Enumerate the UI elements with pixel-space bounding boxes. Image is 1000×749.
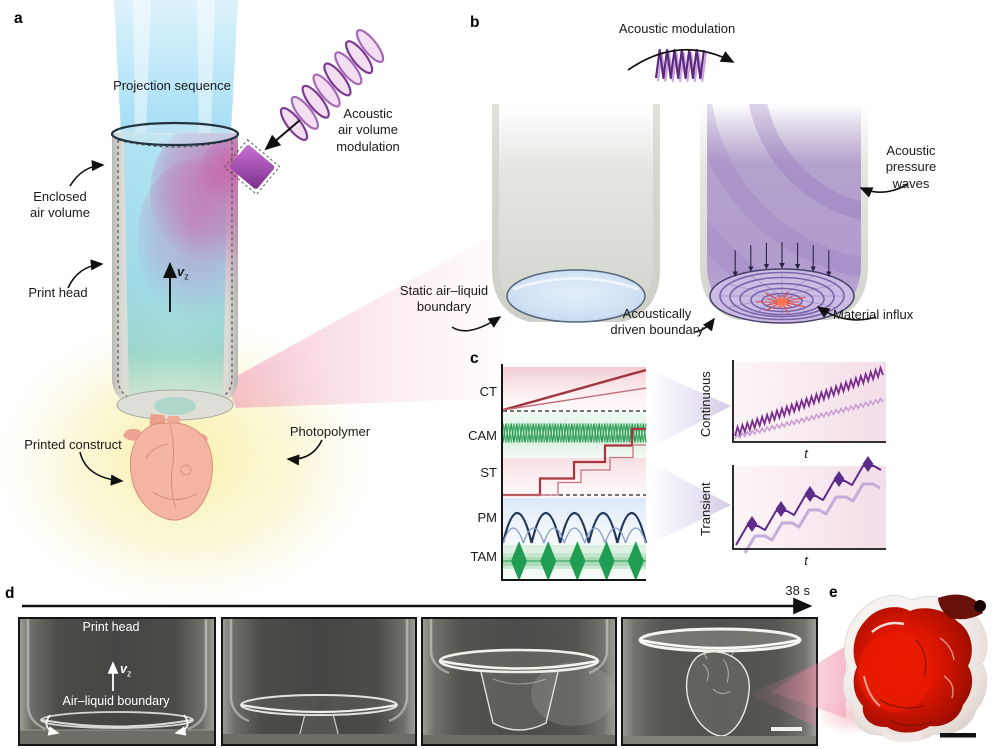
enclosed-air-volume-label: Enclosed air volume: [30, 189, 90, 221]
material-influx-arrow: [816, 306, 877, 321]
panel-e-label: e: [829, 584, 838, 601]
cylinder-rim: [110, 121, 240, 147]
material-influx-label: Material influx: [833, 307, 914, 322]
printed-heart-outline: [686, 651, 750, 737]
pressure-waves-arrow: [859, 183, 909, 198]
scale-bar-white: [771, 727, 802, 731]
static-boundary-arrow: [451, 316, 502, 332]
continuous-fast-series: [734, 364, 884, 438]
cam-wave: [502, 423, 647, 443]
acoustic-modulation-label: Acoustic modulation: [618, 21, 736, 36]
printed-heart-construct: [123, 414, 213, 521]
frame4-photo: [623, 619, 816, 744]
vz-photo-label: vz: [120, 662, 132, 679]
modulation-arc-arrow: [627, 48, 735, 71]
transient-axis-label: Transient: [697, 482, 713, 537]
boundary-rings: [719, 271, 845, 321]
pink-projection-beam: [226, 228, 505, 408]
vessel-stub: [938, 594, 983, 620]
frame2-photo: [223, 619, 415, 744]
panel-c-charts: [501, 360, 886, 581]
panel-b-label: b: [470, 14, 480, 31]
pm-arches: [501, 511, 648, 544]
acoustic-pressure-field: [707, 104, 861, 315]
transient-axes: [732, 465, 886, 550]
panel-a-art: [0, 0, 505, 612]
printed-construct-label: Printed construct: [24, 437, 122, 452]
continuous-slow-series: [734, 397, 884, 440]
print-head-photo-label: Print head: [82, 620, 140, 634]
continuous-axis-label: Continuous: [697, 371, 713, 438]
scale-bar-black: [940, 733, 976, 738]
acoustic-pressure-waves-label: Acoustic pressure waves: [885, 143, 937, 191]
elapsed-time-label: 38 s: [785, 583, 810, 598]
left-chart-axes: [501, 364, 646, 581]
print-head-label: Print head: [28, 285, 88, 300]
static-air-liquid-boundary-label: Static air–liquid boundary: [399, 283, 489, 315]
boundary-arrow-right: [174, 714, 189, 736]
row-label-pm: PM: [477, 510, 498, 525]
tam-bursts: [511, 541, 644, 581]
coil-to-transducer-arrow: [264, 119, 301, 151]
row-label-tam: TAM: [470, 549, 497, 564]
row-label-cam: CAM: [468, 428, 497, 443]
printed-construct-arrow: [79, 451, 124, 486]
st-staircase: [503, 427, 646, 497]
gel-base: [880, 728, 924, 743]
pressure-arrows: [732, 242, 832, 277]
ct-fast-ramp: [502, 368, 647, 412]
driven-boundary-arrow: [694, 317, 715, 333]
acoustically-driven-boundary-label: Acoustically driven boundary: [610, 306, 704, 338]
frame1-photo: [20, 619, 214, 744]
continuous-fan: [650, 370, 731, 448]
boundary-arrow-left: [45, 714, 60, 736]
projection-beam: [114, 0, 238, 133]
enclosed-air-arrow: [69, 159, 105, 187]
print-frame-4: [621, 617, 818, 746]
transient-burst-diamonds: [746, 456, 874, 532]
static-cylinder: [492, 104, 660, 322]
transient-fan: [650, 462, 731, 544]
projection-sequence-label: Projection sequence: [113, 78, 231, 93]
continuous-axes: [732, 360, 886, 443]
acoustic-air-volume-modulation-label: Acoustic air volume modulation: [336, 106, 400, 154]
panel-a-label: a: [14, 10, 23, 27]
panel-d-label: d: [5, 585, 15, 602]
transient-delayed-series: [743, 482, 881, 554]
print-frame-1: [18, 617, 216, 746]
printed-heart-photo: [820, 594, 988, 743]
air-liquid-boundary-label: Air–liquid boundary: [62, 694, 170, 708]
print-frame-2: [221, 617, 417, 746]
t-axis-label-continuous: t: [804, 446, 808, 461]
vz-label: vz: [177, 264, 189, 282]
print-frame-3: [421, 617, 617, 746]
t-axis-label-transient: t: [804, 553, 808, 568]
print-head-arrow: [67, 259, 104, 289]
row-label-st: ST: [480, 465, 497, 480]
panel-b-art: [451, 48, 909, 333]
photopolymer-label: Photopolymer: [289, 424, 371, 439]
panel-c-label: c: [470, 350, 479, 367]
growing-construct: [480, 671, 559, 731]
ct-slow-ramp: [502, 387, 647, 411]
frame3-photo: [423, 619, 615, 744]
photopolymer-arrow: [286, 439, 323, 466]
row-label-ct: CT: [479, 384, 497, 399]
acoustic-coil-icon: [279, 29, 385, 141]
